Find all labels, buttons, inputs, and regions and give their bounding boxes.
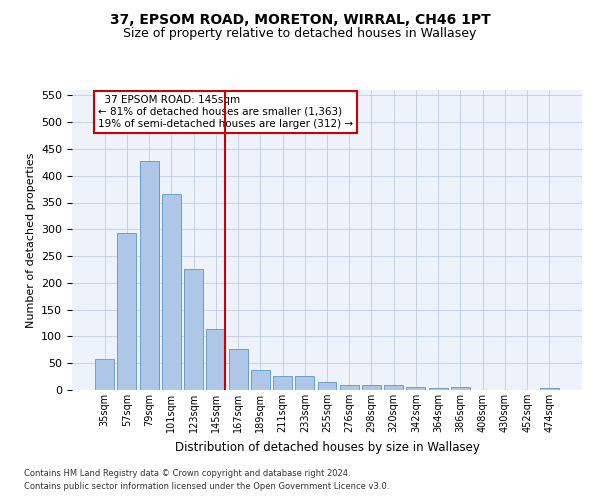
Bar xyxy=(251,370,270,390)
Bar xyxy=(384,384,403,390)
Bar xyxy=(317,382,337,390)
Text: 37 EPSOM ROAD: 145sqm
← 81% of detached houses are smaller (1,363)
19% of semi-d: 37 EPSOM ROAD: 145sqm ← 81% of detached … xyxy=(98,96,353,128)
Y-axis label: Number of detached properties: Number of detached properties xyxy=(26,152,35,328)
Text: 37, EPSOM ROAD, MORETON, WIRRAL, CH46 1PT: 37, EPSOM ROAD, MORETON, WIRRAL, CH46 1P… xyxy=(110,12,490,26)
Bar xyxy=(540,388,559,390)
Bar xyxy=(206,330,225,390)
Bar xyxy=(340,384,359,390)
Bar xyxy=(184,270,203,390)
Bar xyxy=(229,350,248,390)
Bar xyxy=(118,233,136,390)
Bar xyxy=(162,194,181,390)
Bar xyxy=(273,376,292,390)
Bar xyxy=(295,376,314,390)
Text: Contains HM Land Registry data © Crown copyright and database right 2024.: Contains HM Land Registry data © Crown c… xyxy=(24,468,350,477)
Text: Contains public sector information licensed under the Open Government Licence v3: Contains public sector information licen… xyxy=(24,482,389,491)
Bar xyxy=(362,384,381,390)
Text: Size of property relative to detached houses in Wallasey: Size of property relative to detached ho… xyxy=(124,28,476,40)
Bar xyxy=(406,388,425,390)
Bar xyxy=(451,387,470,390)
Bar xyxy=(95,360,114,390)
X-axis label: Distribution of detached houses by size in Wallasey: Distribution of detached houses by size … xyxy=(175,440,479,454)
Bar xyxy=(429,388,448,390)
Bar xyxy=(140,160,158,390)
